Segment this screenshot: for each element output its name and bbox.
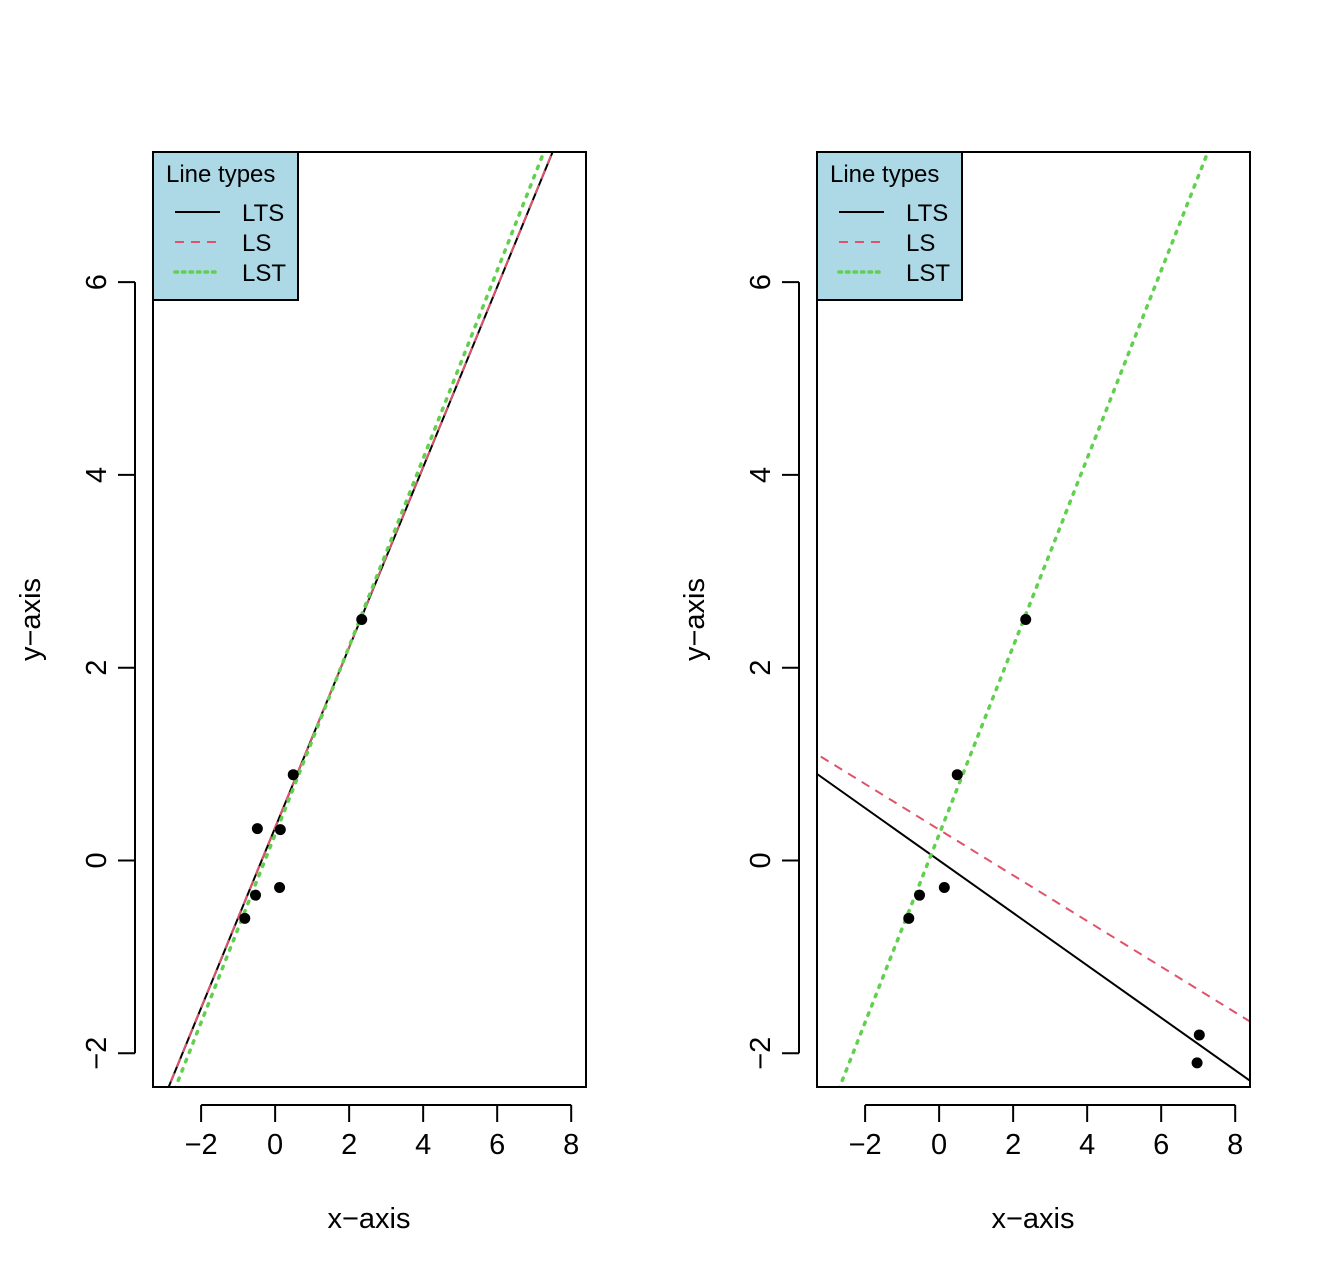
legend-box	[816, 151, 963, 301]
x-tick-label: 0	[931, 1129, 947, 1161]
x-axis: −2 0 2 4 6 8	[849, 1104, 1243, 1161]
data-point	[951, 769, 963, 781]
data-point	[250, 889, 262, 901]
data-point	[938, 881, 950, 893]
regression-lines	[817, 152, 1250, 1087]
y-tick-label: 6	[745, 274, 777, 290]
data-point	[287, 769, 299, 781]
legend-title: Line types	[830, 161, 939, 188]
x-tick-label: 8	[1227, 1129, 1243, 1161]
y-tick-label: 6	[81, 274, 113, 290]
legend-label-lst: LST	[242, 260, 286, 287]
x-tick-label: 4	[1079, 1129, 1095, 1161]
y-tick-label: −2	[745, 1037, 777, 1070]
lst-line	[173, 152, 546, 1087]
regression-lines	[167, 152, 554, 1087]
x-tick-label: 6	[1153, 1129, 1169, 1161]
x-tick-label: 4	[415, 1129, 431, 1161]
ls-line	[167, 152, 554, 1087]
panel-1: −2 0 2 4 6 8 x−axis −2 0 2 4 6 y−axis Line types LTS LS…	[15, 151, 587, 1235]
x-tick-label: 0	[267, 1129, 283, 1161]
x-tick-label: −2	[185, 1129, 218, 1161]
y-tick-label: 0	[81, 852, 113, 868]
y-tick-label: 2	[745, 660, 777, 676]
x-tick-label: 6	[489, 1129, 505, 1161]
data-point	[251, 823, 263, 835]
data-point	[1193, 1029, 1205, 1041]
x-tick-label: 8	[563, 1129, 579, 1161]
data-point	[274, 881, 286, 893]
data-point	[1020, 614, 1032, 625]
y-tick-label: 4	[81, 467, 113, 483]
x-tick-label: 2	[1005, 1129, 1021, 1161]
data-point	[274, 824, 286, 836]
y-tick-label: 4	[745, 467, 777, 483]
legend-label-lts: LTS	[242, 200, 284, 227]
y-tick-label: 2	[81, 660, 113, 676]
y-axis-label: y−axis	[679, 578, 711, 661]
legend-title: Line types	[166, 161, 275, 188]
legend: Line types LTS LS LST	[152, 151, 299, 301]
legend-label-ls: LS	[906, 230, 935, 257]
x-axis-label: x−axis	[327, 1203, 410, 1235]
data-points	[239, 614, 368, 924]
plot-frame	[152, 151, 587, 1088]
x-axis-label: x−axis	[991, 1203, 1074, 1235]
data-point	[1191, 1057, 1203, 1069]
x-tick-label: 2	[341, 1129, 357, 1161]
y-axis: −2 0 2 4 6	[81, 274, 136, 1070]
plot-frame	[816, 151, 1251, 1088]
legend-label-lts: LTS	[906, 200, 948, 227]
lts-line	[817, 772, 1250, 1082]
data-point	[239, 912, 251, 924]
y-tick-label: −2	[81, 1037, 113, 1070]
x-tick-label: −2	[849, 1129, 882, 1161]
data-point	[903, 912, 915, 924]
ls-line	[817, 753, 1250, 1023]
data-points	[903, 614, 1205, 1069]
legend-label-ls: LS	[242, 230, 271, 257]
y-axis-label: y−axis	[15, 578, 47, 661]
x-axis: −2 0 2 4 6 8	[185, 1104, 579, 1161]
legend-box	[152, 151, 299, 301]
data-point	[356, 614, 368, 625]
data-point	[914, 889, 926, 901]
legend: Line types LTS LS LST	[816, 151, 963, 301]
lst-line	[837, 152, 1210, 1087]
y-tick-label: 0	[745, 852, 777, 868]
legend-label-lst: LST	[906, 260, 950, 287]
y-axis: −2 0 2 4 6	[745, 274, 800, 1070]
panel-2: −2 0 2 4 6 8 x−axis −2 0 2 4 6 y−axis Line types LTS LS…	[679, 151, 1251, 1235]
